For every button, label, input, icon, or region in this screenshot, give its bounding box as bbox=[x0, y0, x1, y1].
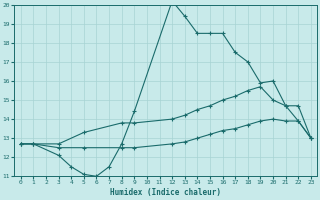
X-axis label: Humidex (Indice chaleur): Humidex (Indice chaleur) bbox=[110, 188, 221, 197]
